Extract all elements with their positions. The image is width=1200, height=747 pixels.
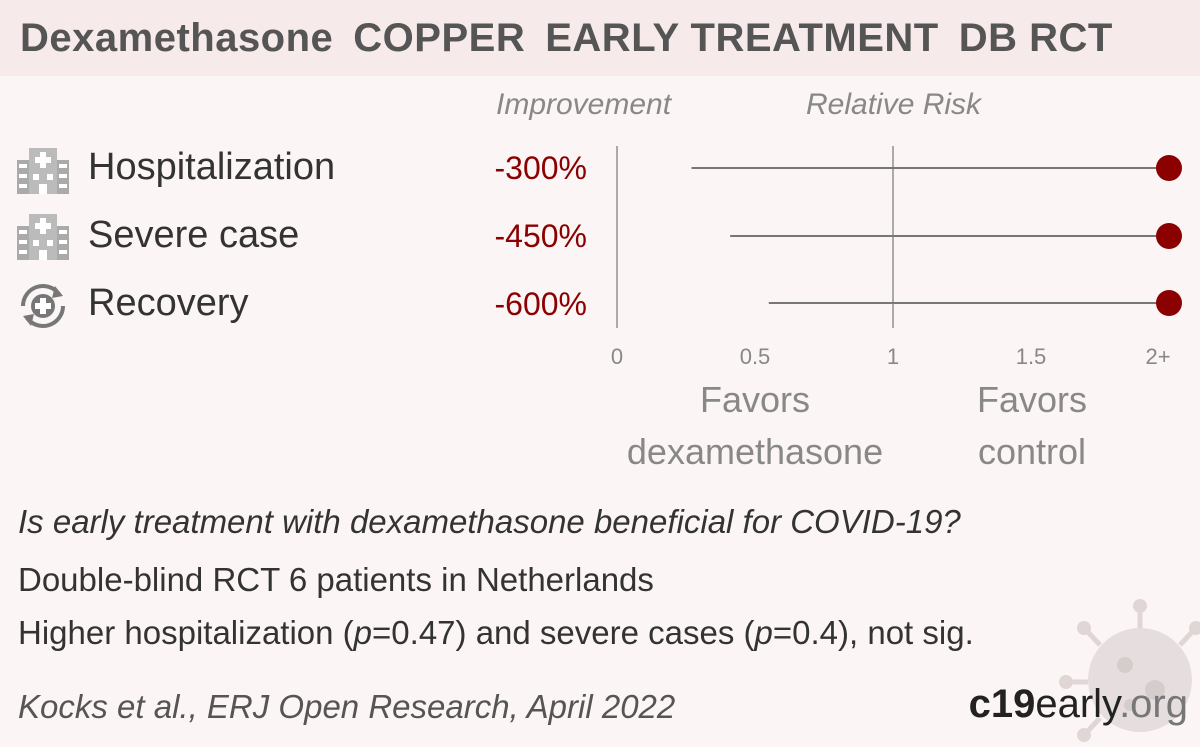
brand-org: .org — [1119, 682, 1188, 726]
study-result-text: Higher hospitalization (p=0.47) and seve… — [18, 614, 974, 652]
point-hospitalization — [1156, 155, 1182, 181]
treatment-stage: EARLY TREATMENT — [545, 15, 939, 60]
row-label-severe-case: Severe case — [88, 214, 300, 256]
forest-plot: 0 0.5 1 1.5 2+ — [611, 146, 1182, 369]
x-tick-labels: 0 0.5 1 1.5 2+ — [611, 344, 1171, 369]
study-design-text: Double-blind RCT 6 patients in Netherlan… — [18, 561, 654, 598]
p-value-1: =0.47 — [372, 614, 456, 651]
result-suffix: ), not sig. — [838, 614, 974, 651]
favors-treatment-label: Favors dexamethasone — [605, 374, 905, 478]
result-mid: ) and severe cases ( — [455, 614, 755, 651]
improvement-value-recovery: -600% — [494, 286, 588, 322]
improvement-value-hospitalization: -300% — [494, 150, 588, 186]
x-tick-label: 1 — [887, 344, 899, 369]
header-bar: Dexamethasone COPPER EARLY TREATMENT DB … — [0, 0, 1200, 76]
x-tick-label: 1.5 — [1016, 344, 1047, 369]
result-prefix: Higher hospitalization ( — [18, 614, 354, 651]
improvement-heading: Improvement — [496, 88, 672, 121]
point-recovery — [1156, 290, 1182, 316]
favors-right-line2: control — [977, 431, 1087, 472]
favors-control-label: Favors control — [882, 374, 1182, 478]
favors-left-line1: Favors — [699, 379, 811, 420]
relative-risk-heading: Relative Risk — [806, 88, 982, 121]
study-design: DB RCT — [958, 15, 1113, 60]
x-tick-label: 2+ — [1145, 344, 1170, 369]
p-value-2: =0.4 — [772, 614, 839, 651]
brand-logo: c19early.org — [969, 682, 1188, 727]
brand-c19: c19 — [968, 682, 1036, 726]
drug-title: Dexamethasone — [20, 15, 334, 60]
recovery-icon — [21, 284, 65, 328]
x-tick-label: 0.5 — [740, 344, 771, 369]
study-question: Is early treatment with dexamethasone be… — [18, 503, 961, 540]
virus-icon — [1059, 599, 1200, 742]
favors-left-line2: dexamethasone — [626, 431, 884, 472]
row-label-recovery: Recovery — [88, 282, 249, 324]
brand-early: early — [1035, 682, 1120, 726]
hospital-icon — [17, 214, 69, 260]
ci-lines — [691, 155, 1182, 316]
x-tick-label: 0 — [611, 344, 623, 369]
point-severe-case — [1156, 223, 1182, 249]
row-label-hospitalization: Hospitalization — [88, 146, 336, 188]
improvement-value-severe-case: -450% — [494, 218, 588, 254]
p-label-2: p — [754, 614, 773, 651]
p-label-1: p — [353, 614, 373, 651]
favors-right-line1: Favors — [976, 379, 1088, 420]
hospital-icon — [17, 148, 69, 194]
citation: Kocks et al., ERJ Open Research, April 2… — [18, 688, 676, 725]
trial-name: COPPER — [353, 15, 526, 60]
